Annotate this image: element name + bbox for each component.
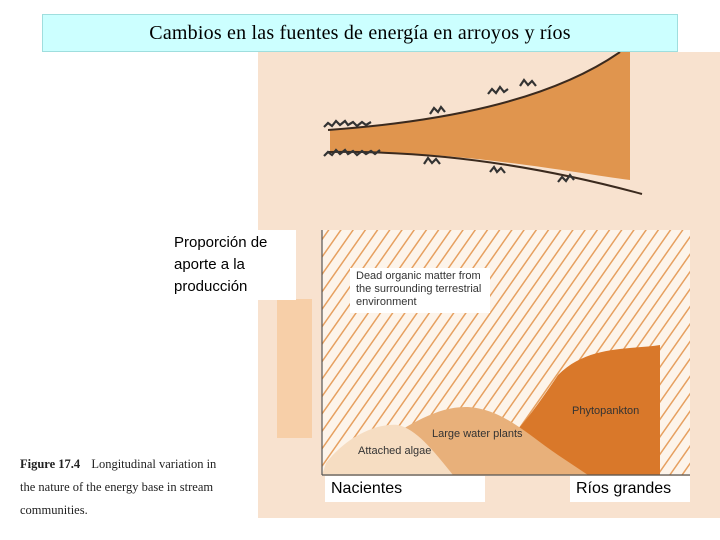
axis-strip [277,299,312,438]
caption-line: Longitudinal variation in [91,457,217,471]
stream-channel [330,52,630,180]
page-title: Cambios en las fuentes de energía en arr… [42,14,678,52]
large-water-plants-label: Large water plants [432,428,523,440]
phytoplankton-label: Phytopankton [572,405,640,417]
energy-source-diagram [321,230,690,476]
caption-line: the nature of the energy base in stream [20,480,214,494]
caption-line: communities. [20,503,88,517]
figure-number: Figure 17.4 [20,457,81,471]
phytoplankton-region [322,345,660,475]
y-axis-label-line: producción [174,278,248,295]
stream-illustration [323,52,643,195]
x-axis-label-headwaters: Nacientes [325,476,485,502]
attached-algae-label: Attached algae [358,445,432,457]
riparian-vegetation [323,78,575,183]
y-axis-label-line: Proporción de [174,234,268,251]
attached-algae-region [322,424,453,475]
figure-caption: Figure 17.4 Longitudinal variation in th… [20,453,250,522]
x-axis-label-large-rivers: Ríos grandes [570,476,690,502]
y-axis-label-line: aporte a la [174,256,245,273]
y-axis-label: Proporción de aporte a la producción [170,230,296,300]
stream-bank-upper [327,52,621,131]
dead-organic-label: Dead organic matter from the surrounding… [350,268,490,313]
page-title-text: Cambios en las fuentes de energía en arr… [149,21,571,44]
